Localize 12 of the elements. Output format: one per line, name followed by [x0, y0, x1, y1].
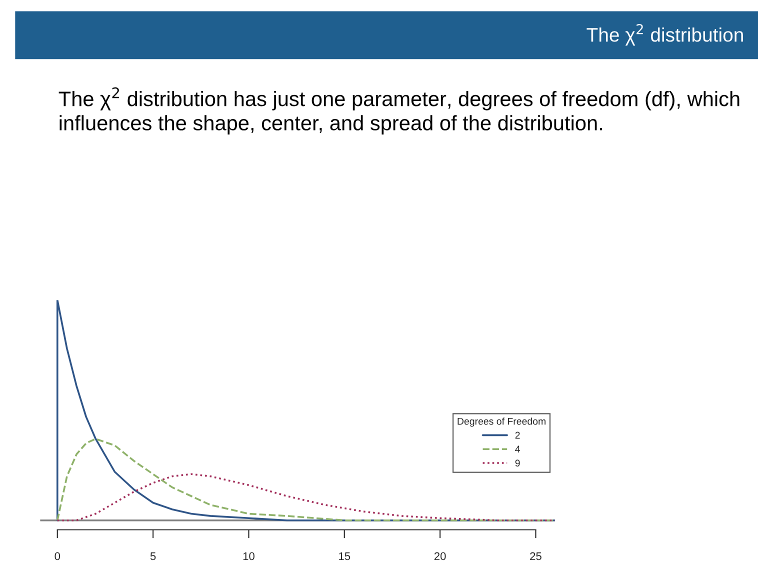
x-tick-label: 15 — [339, 552, 350, 560]
x-tick-label: 25 — [530, 552, 542, 560]
legend-label: 9 — [515, 460, 520, 467]
x-tick-label: 10 — [243, 552, 254, 560]
x-tick-label: 20 — [434, 552, 446, 560]
chart-subtitle: The χ$^{2}$ distribution has just one parameter, degrees of freedom (df), which influences the shape, center, and spread of the distribution. — [58, 87, 740, 135]
text: The χ$^{2}$ distribution — [586, 24, 743, 46]
legend-label: 4 — [515, 446, 520, 452]
x-tick-label: 0 — [54, 552, 60, 560]
legend-title: Degrees of Freedom — [458, 418, 546, 427]
x-tick-label: 5 — [150, 552, 156, 560]
legend-label: 2 — [515, 432, 520, 439]
